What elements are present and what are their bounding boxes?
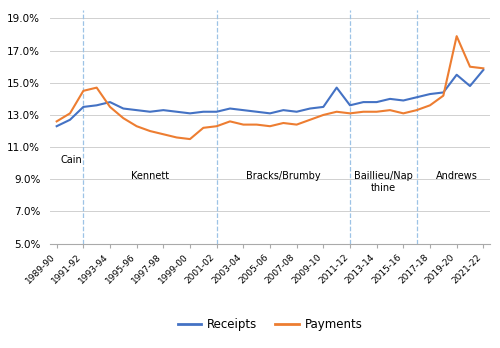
Payments	[480, 66, 486, 70]
Text: Kennett: Kennett	[131, 171, 169, 181]
Receipts	[120, 106, 126, 111]
Receipts	[280, 108, 286, 112]
Receipts	[454, 73, 460, 77]
Receipts	[387, 97, 393, 101]
Payments	[294, 122, 300, 127]
Legend: Receipts, Payments: Receipts, Payments	[173, 313, 367, 335]
Receipts	[374, 100, 380, 104]
Receipts	[307, 106, 313, 111]
Payments	[80, 89, 86, 93]
Text: Baillieu/Nap
thine: Baillieu/Nap thine	[354, 171, 413, 193]
Receipts	[67, 118, 73, 122]
Payments	[107, 105, 113, 109]
Receipts	[467, 84, 473, 88]
Receipts	[360, 100, 366, 104]
Receipts	[267, 111, 273, 116]
Payments	[334, 110, 340, 114]
Payments	[200, 126, 206, 130]
Receipts	[107, 100, 113, 104]
Payments	[280, 121, 286, 125]
Payments	[214, 124, 220, 128]
Receipts	[174, 110, 180, 114]
Payments	[54, 119, 60, 124]
Payments	[254, 122, 260, 127]
Payments	[454, 34, 460, 38]
Payments	[227, 119, 233, 124]
Payments	[347, 111, 353, 116]
Receipts	[54, 124, 60, 128]
Receipts	[400, 98, 406, 103]
Receipts	[254, 110, 260, 114]
Payments	[414, 108, 420, 112]
Payments	[67, 111, 73, 116]
Text: Cain: Cain	[60, 155, 82, 165]
Receipts	[414, 95, 420, 100]
Line: Receipts: Receipts	[56, 70, 484, 126]
Payments	[267, 124, 273, 128]
Payments	[160, 132, 166, 136]
Payments	[307, 118, 313, 122]
Payments	[360, 110, 366, 114]
Receipts	[480, 68, 486, 72]
Payments	[467, 65, 473, 69]
Payments	[120, 116, 126, 120]
Payments	[94, 86, 100, 90]
Receipts	[440, 90, 446, 95]
Payments	[427, 103, 433, 108]
Receipts	[227, 106, 233, 111]
Receipts	[334, 86, 340, 90]
Receipts	[80, 105, 86, 109]
Payments	[320, 113, 326, 117]
Line: Payments: Payments	[56, 36, 484, 139]
Payments	[440, 94, 446, 98]
Receipts	[160, 108, 166, 112]
Receipts	[427, 92, 433, 96]
Receipts	[94, 103, 100, 108]
Receipts	[294, 110, 300, 114]
Receipts	[147, 110, 153, 114]
Text: Andrews: Andrews	[436, 171, 478, 181]
Receipts	[134, 108, 140, 112]
Payments	[187, 137, 193, 141]
Payments	[174, 135, 180, 140]
Payments	[240, 122, 246, 127]
Payments	[374, 110, 380, 114]
Payments	[147, 129, 153, 133]
Receipts	[200, 110, 206, 114]
Payments	[134, 124, 140, 128]
Payments	[400, 111, 406, 116]
Receipts	[214, 110, 220, 114]
Receipts	[187, 111, 193, 116]
Receipts	[347, 103, 353, 108]
Receipts	[240, 108, 246, 112]
Receipts	[320, 105, 326, 109]
Text: Bracks/Brumby: Bracks/Brumby	[246, 171, 320, 181]
Payments	[387, 108, 393, 112]
